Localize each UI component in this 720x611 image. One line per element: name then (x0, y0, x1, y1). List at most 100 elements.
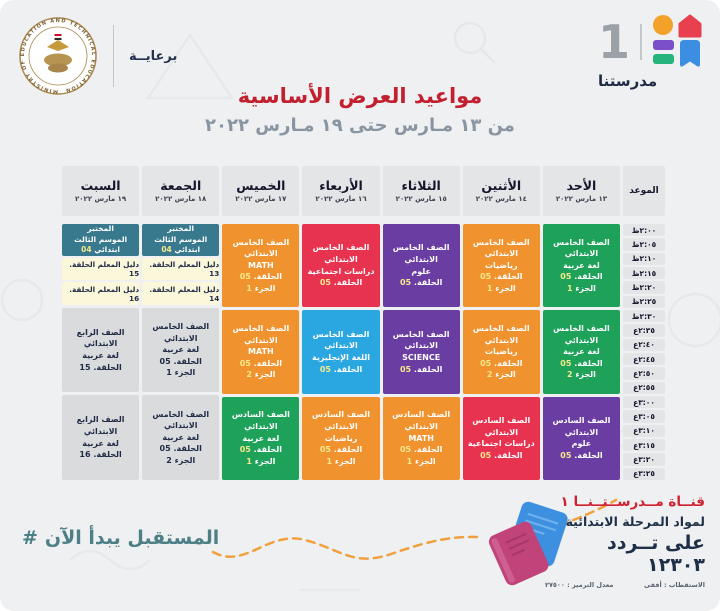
time-cell: ٢:٠٥ظ (623, 238, 665, 251)
schedule-cell: الصف الخامس الابتدائي MATH الحلقة. 05 الجزء… (222, 224, 300, 308)
time-cell: ٢:٢٥ظ (623, 295, 665, 308)
schedule-cell: الصف الرابع الابتدائي لغة عربية الحلقة. 16 (62, 395, 140, 481)
page-subtitle: من ١٣ مـارس حتى ١٩ مـارس ٢٠٢٢ (205, 115, 515, 136)
day-name: السبت (80, 178, 121, 194)
page-title: مواعيد العرض الأساسية (237, 84, 483, 108)
time-cell: ٢:٥٥ع (623, 381, 665, 394)
books-icon (488, 501, 568, 586)
lab-guide-stack: المختبر الموسم الثالث ابتدائي 04 دليل المعل… (62, 224, 140, 305)
hashtag-slogan: # المستقبل يبدأ الآن (22, 527, 219, 549)
time-cell: ٣:٢٥ع (623, 467, 665, 480)
day-column: الصف الخامس الابتدائي دراسات اجتماعية الحل… (302, 224, 380, 480)
time-cell: ٣:١٥ع (623, 438, 665, 452)
lab-cell: المختبر الموسم الثالث ابتدائي 04 (62, 224, 140, 257)
day-name: الثلاثاء (401, 178, 441, 194)
day-date: ١٦ مارس ٢٠٢٢ (315, 194, 367, 203)
schedule-cell: الصف الخامس الابتدائي لغة عربية الحلقة. 05… (142, 395, 220, 481)
slogan-text: المستقبل يبدأ الآن (44, 527, 220, 549)
day-header-cell: الخميس ١٧ مارس ٢٠٢٢ (222, 166, 300, 216)
day-date: ١٧ مارس ٢٠٢٢ (235, 194, 287, 203)
schedule-cell: الصف السادس الابتدائي MATH الحلقة. 05 الجزء… (382, 396, 460, 480)
day-header-cell: الأربعاء ١٦ مارس ٢٠٢٢ (302, 166, 380, 216)
hash-symbol: # (22, 527, 38, 549)
day-header-cell: الأثنين ١٤ مارس ٢٠٢٢ (462, 166, 540, 216)
day-name: الأثنين (481, 178, 522, 194)
schedule-cell: الصف الخامس الابتدائي رياضيات الحلقة. 05 ال… (462, 224, 540, 308)
polarization: الاستقطاب : أفقى (644, 581, 705, 589)
schedule-cell: الصف الخامس الابتدائي لغة عربية الحلقة. 05… (542, 224, 620, 308)
lab-cell: المختبر الموسم الثالث ابتدائي 04 (142, 224, 220, 257)
schedule-cell: الصف الخامس الابتدائي لغة عربية الحلقة. 05… (142, 307, 220, 393)
time-cell: ٣:١٠ع (623, 424, 665, 437)
schedule-body: ٢:٠٠ظ ٢:٠٥ظ ٢:١٠ظ ٢:١٥ظ ٢:٢٠ظ ٢:٢٥ظ ٢:٣٠ظ ٢:٣٥ع… (62, 224, 665, 481)
day-name: الأربعاء (319, 178, 363, 194)
schedule-cell: الصف الخامس الابتدائي اللغة الإنجليزية الح… (302, 310, 380, 394)
technical-line: الاستقطاب : أفقى معدل الترميز : ٢٧٥٠٠ (545, 581, 705, 589)
day-name: الخميس (236, 178, 286, 194)
time-cell: ٣:٢٠ع (623, 453, 665, 466)
madrasetna-shapes-icon (653, 14, 702, 67)
day-header-cell: السبت ١٩ مارس ٢٠٢٢ (62, 166, 140, 216)
ministry-seal-icon: MINISTRY OF EDUCATION AND TECHNICAL EDUC… (19, 17, 97, 95)
sponsor-divider (113, 25, 114, 87)
schedule-cell: الصف السادس الابتدائي لغة عربية الحلقة. 05… (222, 396, 300, 480)
day-name: الأحد (566, 178, 597, 194)
audience-line: لمواد المرحلة الابتدائية (565, 514, 705, 529)
schedule-cell: الصف الخامس الابتدائي MATH الحلقة. 05 الجزء… (222, 310, 300, 394)
day-column: الصف الخامس الابتدائي رياضيات الحلقة. 05 ال… (462, 224, 540, 480)
frequency-line: على تــردد ١٢٣٠٣ (606, 532, 705, 576)
day-header-cell: الثلاثاء ١٥ مارس ٢٠٢٢ (382, 166, 460, 216)
schedule-cell: الصف الخامس الابتدائي SCIENCE الحلقة. 05 (382, 310, 460, 394)
day-date: ١٨ مارس ٢٠٢٢ (155, 194, 207, 203)
teacher-guide-cell: دليل المعلم الحلقة. 15 (62, 258, 140, 281)
day-date: ١٤ مارس ٢٠٢٢ (475, 194, 527, 203)
schedule-table: الموعد الأحد ١٣ مارس ٢٠٢٢ الأثنين ١٤ مارس ٢… (62, 166, 665, 481)
teacher-guide-cell: دليل المعلم الحلقة. 13 (142, 258, 220, 281)
schedule-header-row: الموعد الأحد ١٣ مارس ٢٠٢٢ الأثنين ١٤ مارس ٢… (62, 166, 665, 216)
day-date: ١٥ مارس ٢٠٢٢ (395, 194, 447, 203)
channel-number: 1 (597, 15, 630, 69)
schedule-cell: الصف السادس الابتدائي رياضيات الحلقة. 05 ال… (302, 396, 380, 480)
sponsor-label: برعايــة (129, 48, 178, 64)
time-column-header: الموعد (623, 166, 665, 216)
day-column: الصف الخامس الابتدائي لغة عربية الحلقة. 05… (542, 224, 620, 480)
time-column: ٢:٠٠ظ ٢:٠٥ظ ٢:١٠ظ ٢:١٥ظ ٢:٢٠ظ ٢:٢٥ظ ٢:٣٠ظ ٢:٣٥ع… (623, 224, 665, 480)
time-cell: ٢:٢٠ظ (623, 281, 665, 294)
day-name: الجمعة (160, 178, 202, 194)
time-cell: ٢:٤٥ع (623, 352, 665, 366)
schedule-cell: الصف السادس الابتدائي علوم الحلقة. 05 (542, 396, 620, 480)
egypt-eagle-icon (47, 34, 69, 51)
day-date: ١٣ مارس ٢٠٢٢ (555, 194, 608, 203)
time-cell: ٣:٠٥ع (623, 410, 665, 423)
schedule-cell: الصف الخامس الابتدائي رياضيات الحلقة. 05 ال… (462, 310, 540, 394)
frequency-info-block: قنــاة مــدرســتــنــا ١ لمواد المرحلة ا… (545, 494, 705, 589)
day-date: ١٩ مارس ٢٠٢٢ (75, 194, 127, 203)
time-cell: ٢:١٥ظ (623, 266, 665, 280)
time-cell: ٢:٠٠ظ (623, 224, 665, 237)
logo-divider (640, 24, 642, 60)
ministry-sponsor-block: MINISTRY OF EDUCATION AND TECHNICAL EDUC… (18, 16, 177, 96)
time-cell: ٢:٥٠ع (623, 367, 665, 380)
day-column: المختبر الموسم الثالث ابتدائي 04 دليل المعل… (62, 224, 140, 481)
schedule-cell: الصف الخامس الابتدائي علوم الحلقة. 05 (382, 224, 460, 308)
schedule-cell: الصف الرابع الابتدائي لغة عربية الحلقة. 15 (62, 307, 140, 393)
lab-guide-stack: المختبر الموسم الثالث ابتدائي 04 دليل المعل… (142, 224, 220, 305)
schedule-cell: الصف الخامس الابتدائي دراسات اجتماعية الحل… (302, 224, 380, 308)
time-cell: ٢:١٠ظ (623, 252, 665, 265)
day-header-cell: الجمعة ١٨ مارس ٢٠٢٢ (142, 166, 220, 216)
time-cell: ٢:٣٠ظ (623, 309, 665, 323)
time-cell: ٢:٣٥ع (623, 324, 665, 337)
day-column: الصف الخامس الابتدائي علوم الحلقة. 05 الصف … (382, 224, 460, 480)
teacher-guide-cell: دليل المعلم الحلقة. 14 (142, 282, 220, 305)
time-cell: ٢:٤٠ع (623, 338, 665, 351)
day-column: الصف الخامس الابتدائي MATH الحلقة. 05 الجزء… (222, 224, 300, 480)
day-column: المختبر الموسم الثالث ابتدائي 04 دليل المعل… (142, 224, 220, 481)
teacher-guide-cell: دليل المعلم الحلقة. 16 (62, 282, 140, 305)
schedule-cell: الصف السادس الابتدائي دراسات اجتماعية الحل… (462, 396, 540, 480)
schedule-cell: الصف الخامس الابتدائي لغة عربية الحلقة. 05… (542, 310, 620, 394)
time-cell: ٣:٠٠ع (623, 395, 665, 409)
day-header-cell: الأحد ١٣ مارس ٢٠٢٢ (542, 166, 620, 216)
channel-line: قنــاة مــدرســتــنــا ١ (560, 494, 705, 510)
channel-logo: 1 مدرستنا (598, 14, 704, 90)
